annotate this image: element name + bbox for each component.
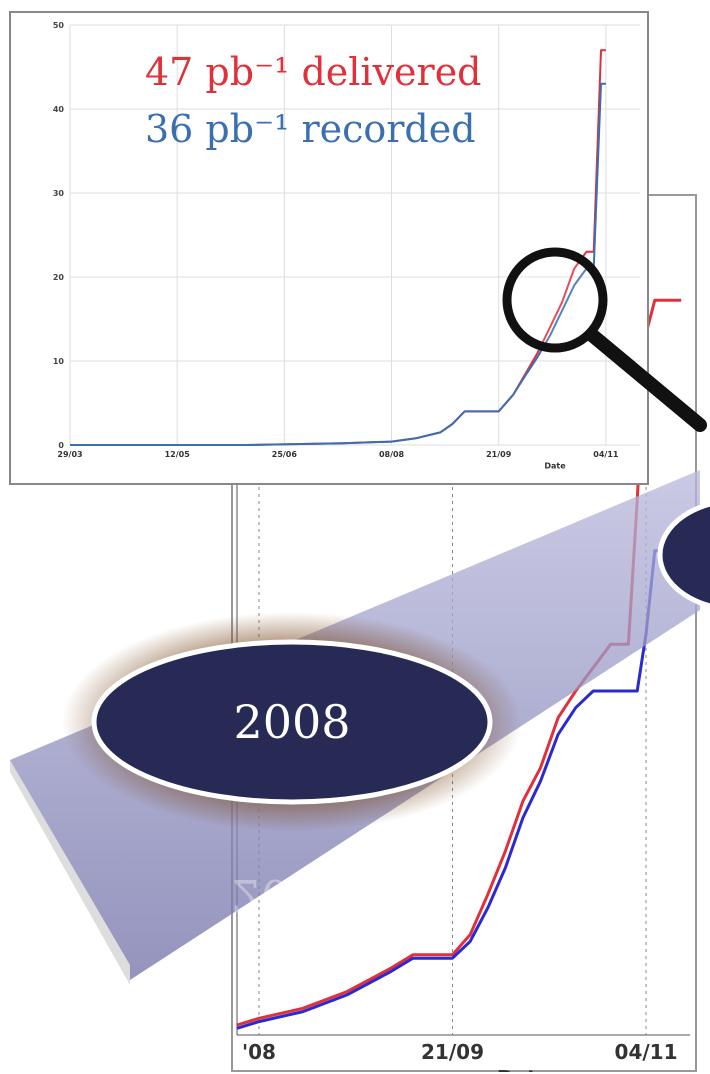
x-tick-label: '08 (242, 1040, 276, 1064)
band-edge (10, 760, 130, 985)
plot-area: 0 10 20 30 40 50 29/03 12/05 25/06 08/08 21/09 04/1… (53, 21, 640, 471)
year-badge (657, 501, 710, 609)
year-badge (91, 639, 493, 805)
legend-entry: 47 pb⁻¹ delivered (145, 50, 482, 94)
x-tick-label: 21/09 (421, 1040, 484, 1064)
y-tick-label: 10 (53, 357, 65, 366)
x-axis-label: Date (497, 1066, 550, 1074)
y-tick-label: 20 (53, 273, 65, 282)
series-line (70, 82, 606, 446)
chart-frame (9, 11, 649, 485)
series-line (236, 549, 682, 1030)
inset-chart: 0 10 20 30 40 50 29/03 12/05 25/06 08/08 21/09 04/1… (9, 11, 649, 485)
year-reflection: 2008 (231, 869, 348, 923)
legend-entry: 36 pb⁻¹ recorded (145, 107, 476, 151)
x-tick-label: 04/11 (615, 1040, 678, 1064)
x-tick-label: 08/08 (379, 450, 405, 459)
x-tick-label: 21/09 (486, 450, 512, 459)
y-tick-label: 30 (53, 189, 65, 198)
x-axis-label: Date (544, 462, 566, 471)
magnifier (502, 247, 707, 432)
timeline-band: 2008 2008 (10, 470, 710, 985)
y-tick-label: 40 (53, 105, 65, 114)
x-tick-label: 04/11 (593, 450, 619, 459)
y-tick-label: 0 (58, 441, 64, 450)
y-tick-label: 50 (53, 21, 65, 30)
x-tick-label: 12/05 (165, 450, 191, 459)
year-label: 2008 (233, 695, 350, 749)
x-tick-label: 25/06 (272, 450, 298, 459)
lens (502, 247, 608, 353)
x-tick-label: 29/03 (57, 450, 82, 459)
handle (585, 328, 707, 432)
